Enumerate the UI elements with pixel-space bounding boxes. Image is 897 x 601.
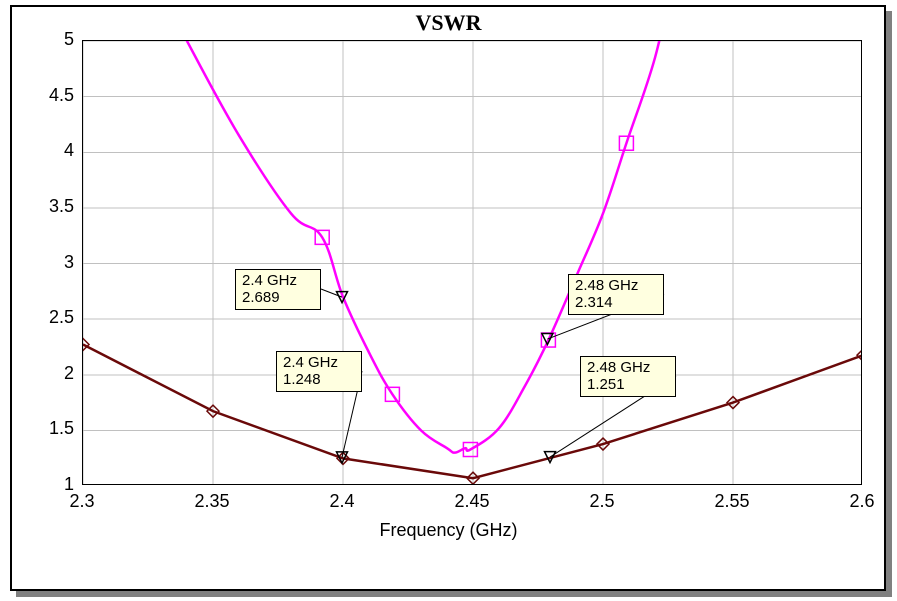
callout-line1: 2.48 GHz <box>587 359 669 376</box>
xtick-label: 2.6 <box>837 491 887 512</box>
callout-box: 2.48 GHz1.251 <box>580 356 676 397</box>
ytick-label: 2 <box>64 363 74 384</box>
ytick-label: 3 <box>64 252 74 273</box>
callout-line1: 2.4 GHz <box>283 354 355 371</box>
ytick-label: 3.5 <box>49 196 74 217</box>
xtick-label: 2.55 <box>707 491 757 512</box>
callout-line2: 1.251 <box>587 376 669 393</box>
ytick-label: 1.5 <box>49 418 74 439</box>
x-axis-label: Frequency (GHz) <box>0 520 897 541</box>
callout-line1: 2.48 GHz <box>575 277 657 294</box>
callout-line2: 1.248 <box>283 371 355 388</box>
callout-line2: 2.314 <box>575 294 657 311</box>
xtick-label: 2.45 <box>447 491 497 512</box>
xtick-label: 2.4 <box>317 491 367 512</box>
xtick-label: 2.5 <box>577 491 627 512</box>
callout-line1: 2.4 GHz <box>242 272 314 289</box>
callout-line2: 2.689 <box>242 289 314 306</box>
ytick-label: 5 <box>64 29 74 50</box>
callout-box: 2.4 GHz1.248 <box>276 351 362 392</box>
ytick-label: 2.5 <box>49 307 74 328</box>
callout-box: 2.4 GHz2.689 <box>235 269 321 310</box>
ytick-label: 4.5 <box>49 85 74 106</box>
xtick-label: 2.35 <box>187 491 237 512</box>
callout-box: 2.48 GHz2.314 <box>568 274 664 315</box>
ytick-label: 1 <box>64 474 74 495</box>
ytick-label: 4 <box>64 140 74 161</box>
